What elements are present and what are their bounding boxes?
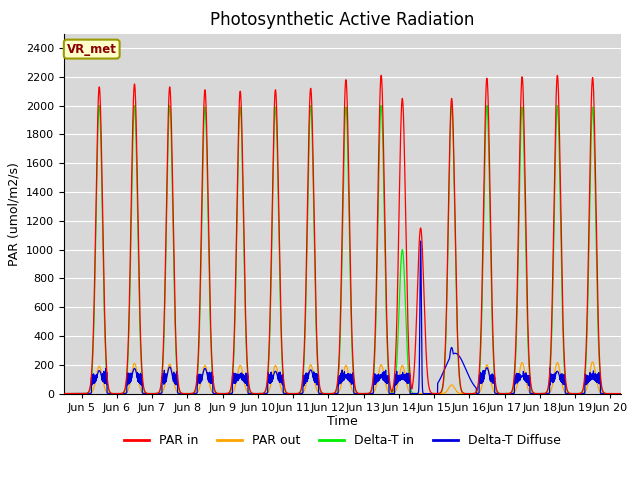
X-axis label: Time: Time bbox=[327, 415, 358, 429]
Title: Photosynthetic Active Radiation: Photosynthetic Active Radiation bbox=[210, 11, 475, 29]
Text: VR_met: VR_met bbox=[67, 43, 116, 56]
Y-axis label: PAR (umol/m2/s): PAR (umol/m2/s) bbox=[8, 162, 20, 265]
Legend: PAR in, PAR out, Delta-T in, Delta-T Diffuse: PAR in, PAR out, Delta-T in, Delta-T Dif… bbox=[119, 429, 566, 452]
